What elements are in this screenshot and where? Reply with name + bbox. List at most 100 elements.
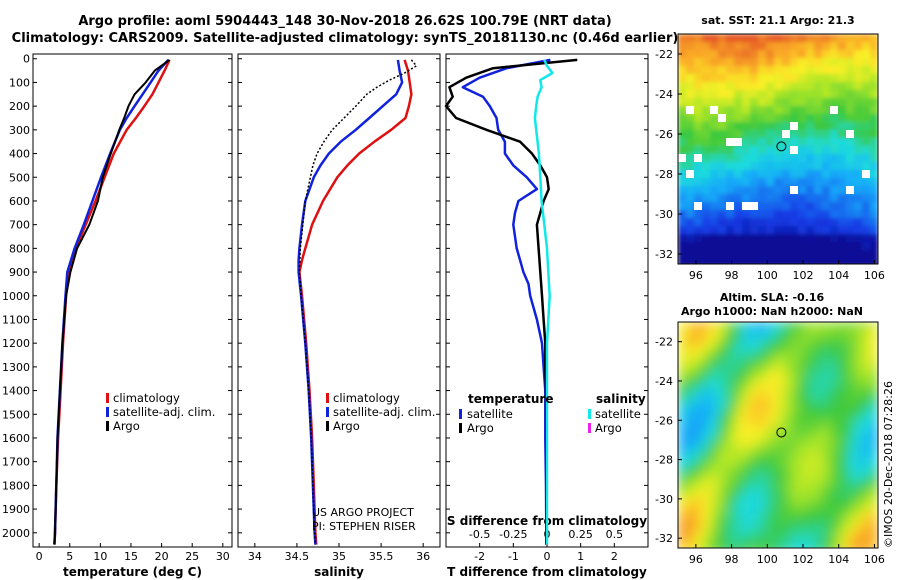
map-cell — [742, 130, 751, 139]
map-cell — [758, 250, 767, 259]
legend-swatch — [326, 393, 329, 403]
map-lon-label: 98 — [725, 269, 739, 282]
map-cell — [686, 386, 695, 395]
map-cell — [854, 194, 863, 203]
map-cell — [806, 442, 815, 451]
map-cell — [686, 50, 695, 59]
map-cell — [830, 394, 839, 403]
map-cell — [678, 498, 687, 507]
map-cell — [782, 82, 791, 91]
map-cell — [838, 74, 847, 83]
map-cell — [846, 242, 855, 251]
map-cell — [822, 370, 831, 379]
map-cell — [806, 258, 815, 264]
map-cell — [734, 410, 743, 419]
map-cell — [838, 466, 847, 475]
map-cell — [838, 378, 847, 387]
map-cell — [686, 130, 695, 139]
map-cell — [750, 106, 759, 115]
map-cell — [806, 66, 815, 75]
map-cell — [718, 178, 727, 187]
map-cell — [798, 394, 807, 403]
map-cell — [862, 74, 871, 83]
map-cell — [718, 378, 727, 387]
map-cell — [870, 114, 878, 123]
map-cell — [782, 42, 791, 51]
map-cell — [710, 66, 719, 75]
map-cell — [734, 346, 743, 355]
map-lon-label: 106 — [864, 269, 885, 282]
legend-swatch — [588, 409, 591, 419]
map-cell — [774, 506, 783, 515]
map-cell — [782, 154, 791, 163]
map-cell — [782, 162, 791, 171]
map-cell — [782, 34, 791, 43]
map-cell — [846, 506, 855, 515]
map-cell — [798, 354, 807, 363]
map-cell — [830, 506, 839, 515]
map-cell — [686, 362, 695, 371]
map-cell — [782, 242, 791, 251]
map-cell — [854, 378, 863, 387]
map-cell — [846, 82, 855, 91]
map-cell — [822, 66, 831, 75]
map-cell — [694, 338, 703, 347]
s-diff-tick-label: -0.25 — [499, 528, 527, 541]
temperature-tick-label: 30 — [216, 550, 230, 563]
map-cell — [822, 482, 831, 491]
cloud-mask-cell — [686, 106, 694, 114]
map-cell — [830, 170, 839, 179]
map-cell — [742, 378, 751, 387]
map-cell — [838, 530, 847, 539]
map-cell — [782, 466, 791, 475]
map-cell — [774, 226, 783, 235]
map-cell — [758, 122, 767, 131]
map-cell — [710, 514, 719, 523]
map-cell — [678, 226, 687, 235]
map-cell — [830, 202, 839, 211]
map-cell — [726, 226, 735, 235]
map-cell — [750, 154, 759, 163]
map-cell — [846, 466, 855, 475]
map-cell — [702, 210, 711, 219]
map-cell — [742, 426, 751, 435]
map-cell — [678, 98, 687, 107]
map-cell — [726, 482, 735, 491]
map-cell — [694, 330, 703, 339]
map-cell — [822, 418, 831, 427]
map-cell — [782, 322, 791, 331]
map-cell — [686, 42, 695, 51]
map-cell — [830, 82, 839, 91]
map-cell — [742, 330, 751, 339]
map-cell — [766, 394, 775, 403]
cloud-mask-cell — [694, 202, 702, 210]
map-cell — [734, 66, 743, 75]
map-cell — [710, 338, 719, 347]
map-cell — [678, 410, 687, 419]
map-cell — [758, 338, 767, 347]
map-cell — [686, 522, 695, 531]
map-cell — [790, 218, 799, 227]
map-cell — [718, 186, 727, 195]
map-cell — [726, 154, 735, 163]
map-cell — [854, 226, 863, 235]
map-cell — [702, 466, 711, 475]
map-cell — [742, 450, 751, 459]
map-cell — [750, 506, 759, 515]
map-cell — [758, 218, 767, 227]
map-cell — [694, 546, 703, 548]
map-cell — [750, 474, 759, 483]
map-cell — [766, 498, 775, 507]
map-cell — [766, 522, 775, 531]
map-cell — [790, 138, 799, 147]
map-cell — [854, 458, 863, 467]
map-cell — [726, 98, 735, 107]
map-cell — [870, 82, 878, 91]
map-cell — [758, 426, 767, 435]
map-cell — [838, 154, 847, 163]
map-cell — [710, 386, 719, 395]
map-cell — [686, 210, 695, 219]
map-cell — [702, 250, 711, 259]
map-cell — [750, 66, 759, 75]
map-cell — [822, 218, 831, 227]
